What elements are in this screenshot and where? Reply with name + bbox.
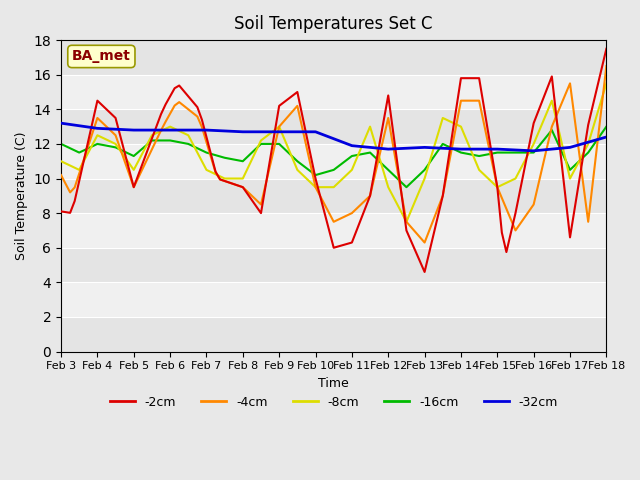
- Line: -32cm: -32cm: [61, 123, 606, 151]
- -2cm: [602, 46, 610, 52]
- Bar: [61, 248, 606, 282]
- -32cm: [398, 145, 406, 151]
- Line: -4cm: -4cm: [61, 66, 606, 242]
- Line: -8cm: -8cm: [61, 84, 606, 222]
- -4cm: [112, 132, 120, 138]
- X-axis label: Time: Time: [318, 377, 349, 390]
- Line: -2cm: -2cm: [61, 49, 606, 272]
- -16cm: [398, 180, 406, 186]
- -4cm: [420, 240, 428, 245]
- -8cm: [602, 81, 610, 86]
- -32cm: [602, 134, 610, 140]
- -4cm: [602, 63, 610, 69]
- -2cm: [57, 208, 65, 214]
- -16cm: [430, 154, 438, 160]
- -8cm: [403, 219, 410, 225]
- -16cm: [112, 144, 120, 150]
- -32cm: [57, 120, 65, 126]
- -4cm: [184, 107, 192, 112]
- -2cm: [289, 93, 297, 98]
- Bar: [61, 179, 606, 213]
- Text: BA_met: BA_met: [72, 49, 131, 63]
- Bar: [61, 317, 606, 351]
- -4cm: [398, 193, 406, 199]
- -16cm: [403, 184, 410, 190]
- -4cm: [289, 108, 297, 114]
- -32cm: [426, 144, 433, 150]
- -8cm: [430, 145, 438, 151]
- -16cm: [57, 141, 65, 147]
- -2cm: [398, 194, 406, 200]
- -4cm: [430, 216, 438, 222]
- -4cm: [57, 172, 65, 178]
- -32cm: [112, 126, 120, 132]
- -16cm: [571, 163, 579, 168]
- -2cm: [420, 269, 428, 275]
- -4cm: [571, 115, 579, 121]
- Bar: [61, 40, 606, 75]
- -2cm: [571, 206, 579, 212]
- -8cm: [112, 141, 120, 147]
- -32cm: [184, 127, 192, 133]
- -8cm: [571, 167, 579, 173]
- Line: -16cm: -16cm: [61, 127, 606, 187]
- -32cm: [530, 148, 538, 154]
- -32cm: [571, 143, 579, 149]
- -8cm: [398, 210, 406, 216]
- Bar: [61, 109, 606, 144]
- -2cm: [112, 115, 120, 121]
- -2cm: [184, 94, 192, 99]
- -16cm: [184, 141, 192, 147]
- -32cm: [289, 129, 297, 135]
- -16cm: [602, 124, 610, 130]
- Title: Soil Temperatures Set C: Soil Temperatures Set C: [234, 15, 433, 33]
- Legend: -2cm, -4cm, -8cm, -16cm, -32cm: -2cm, -4cm, -8cm, -16cm, -32cm: [104, 391, 563, 414]
- -2cm: [430, 231, 438, 237]
- -8cm: [289, 156, 297, 162]
- -8cm: [184, 132, 192, 138]
- -8cm: [57, 158, 65, 164]
- Y-axis label: Soil Temperature (C): Soil Temperature (C): [15, 132, 28, 260]
- -16cm: [289, 154, 297, 160]
